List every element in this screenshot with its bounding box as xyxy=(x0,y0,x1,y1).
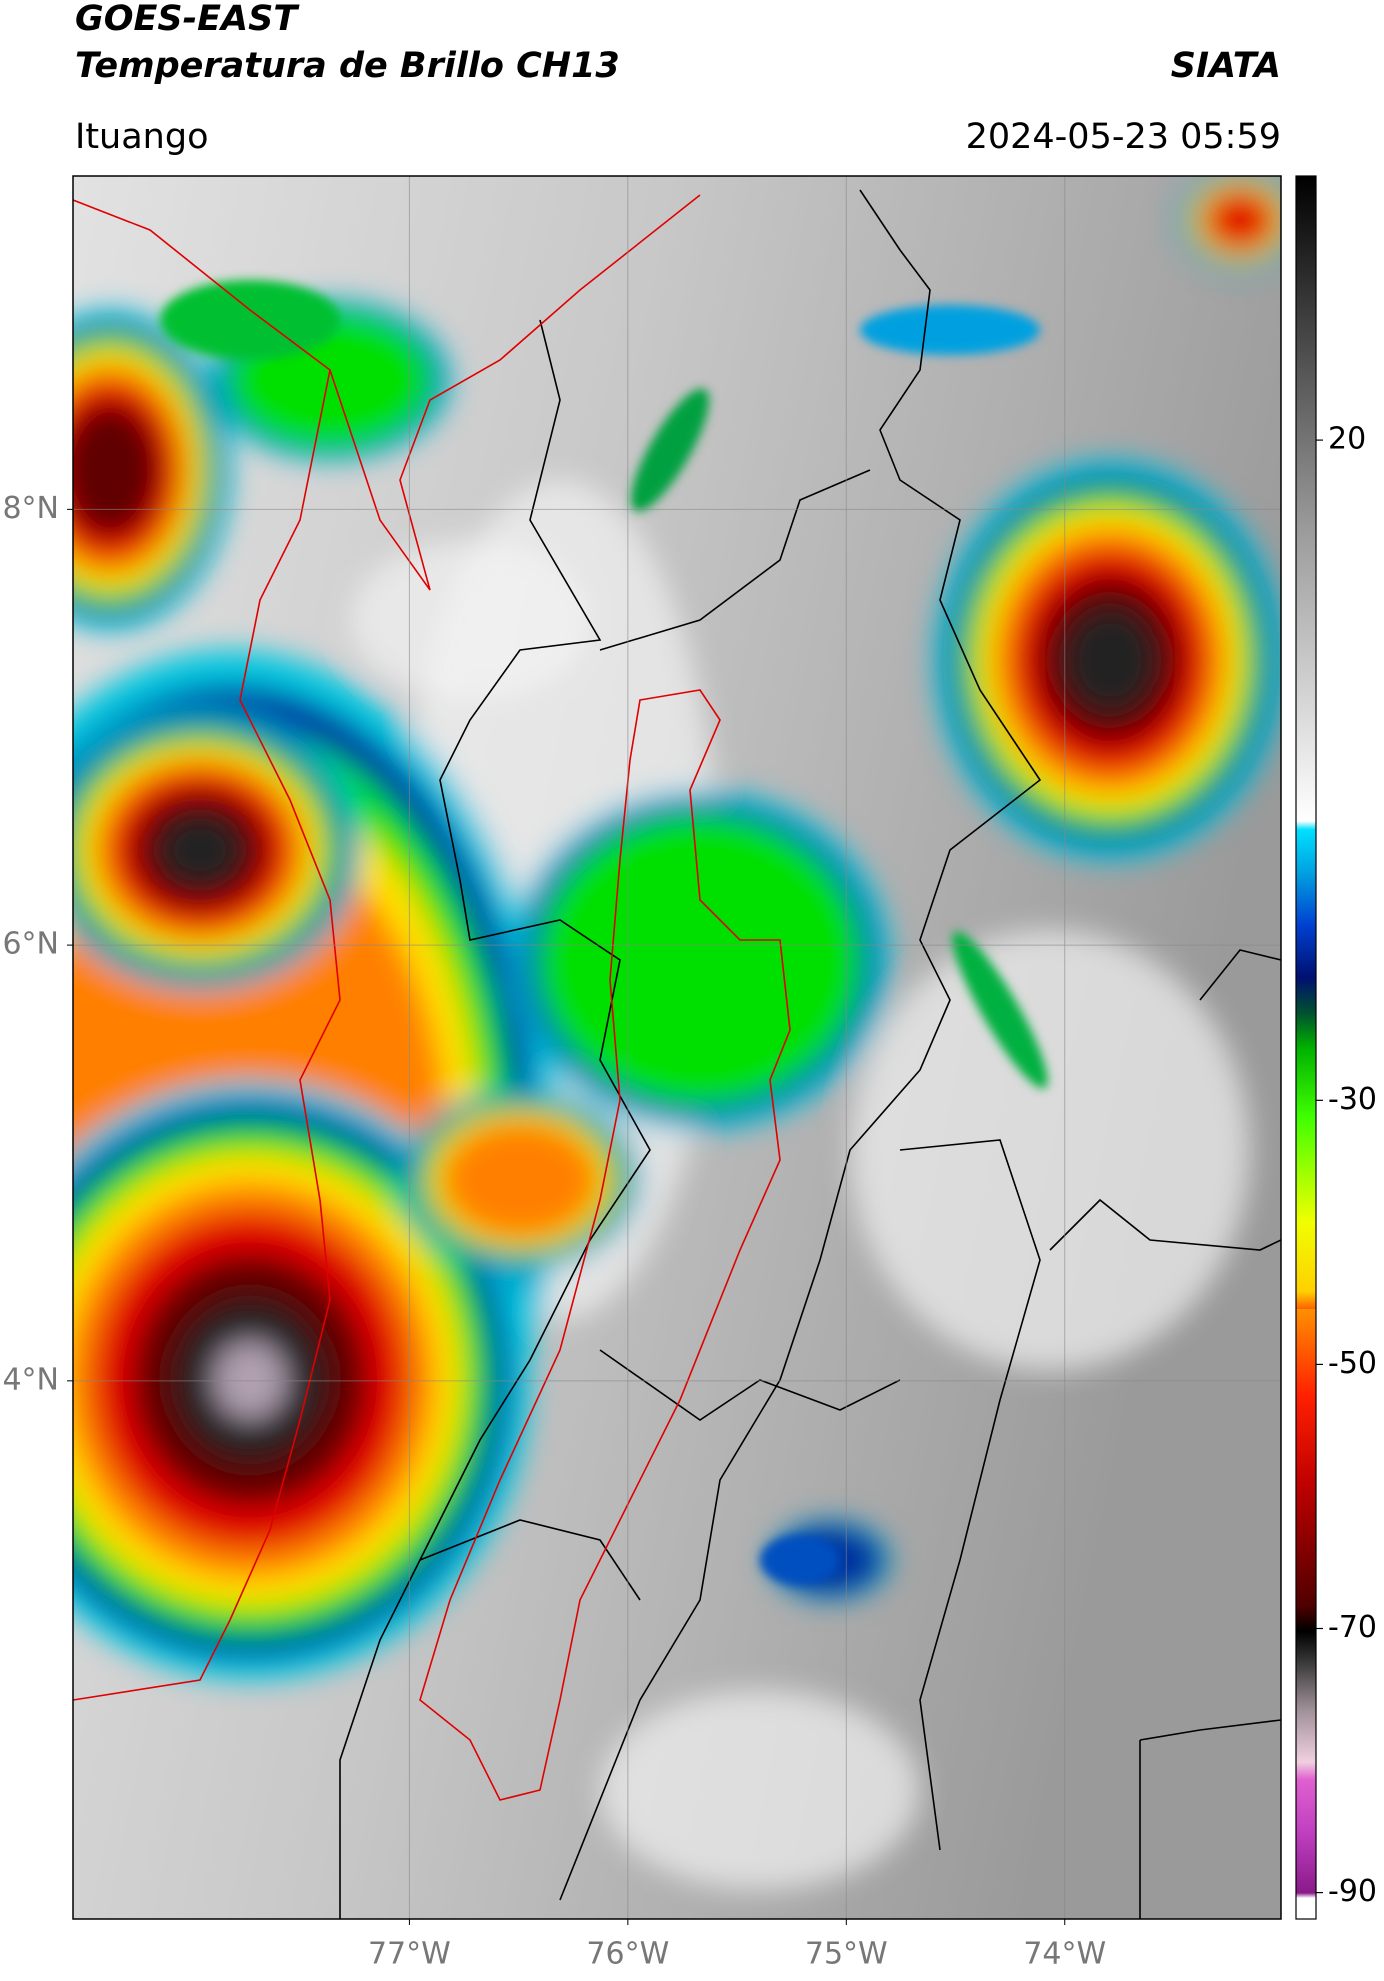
region: Ituango xyxy=(75,117,209,157)
colorbar-label: -70 xyxy=(1328,1610,1377,1645)
title: GOES-EAST xyxy=(75,0,300,39)
cloud-clear xyxy=(350,540,590,700)
map-frame xyxy=(72,175,1282,1920)
colorbar-label: -90 xyxy=(1328,1874,1377,1909)
cloud-clear xyxy=(600,1690,920,1890)
map xyxy=(73,176,1281,1919)
grid xyxy=(73,176,1281,1919)
cloud-ring xyxy=(1062,606,1158,714)
axes: 77°W 76°W 75°W 74°W 8°N 6°N 4°N 20 -30 -50 -70 -90 xyxy=(2,422,1377,1972)
lon-label: 77°W xyxy=(368,1937,451,1972)
boundaries xyxy=(339,189,1281,1919)
cloud-ring xyxy=(213,1341,287,1419)
cloud-ring xyxy=(156,812,244,888)
cloud-clear xyxy=(850,930,1250,1370)
colorbar xyxy=(1295,175,1317,1920)
colorbar-label: -50 xyxy=(1328,1346,1377,1381)
lat-label: 8°N xyxy=(2,491,59,526)
cloud-ring xyxy=(538,815,862,1105)
cloud-ring xyxy=(440,1120,600,1240)
cloud-ring xyxy=(73,402,161,538)
colorbar-label: 20 xyxy=(1328,422,1366,457)
lon-label: 74°W xyxy=(1023,1937,1106,1972)
lon-label: 75°W xyxy=(805,1937,888,1972)
region-boundary xyxy=(73,194,791,1801)
subtitle: Temperatura de Brillo CH13 xyxy=(75,46,620,86)
cloud-field xyxy=(73,176,1281,1890)
source: SIATA xyxy=(1171,46,1281,86)
datetime: 2024-05-23 05:59 xyxy=(966,117,1281,157)
lat-label: 4°N xyxy=(2,1362,59,1397)
lat-label: 6°N xyxy=(2,927,59,962)
colorbar-label: -30 xyxy=(1328,1082,1377,1117)
cloud-ring xyxy=(1206,192,1274,248)
cloud-streaks xyxy=(160,280,1048,1585)
lon-label: 76°W xyxy=(586,1937,669,1972)
